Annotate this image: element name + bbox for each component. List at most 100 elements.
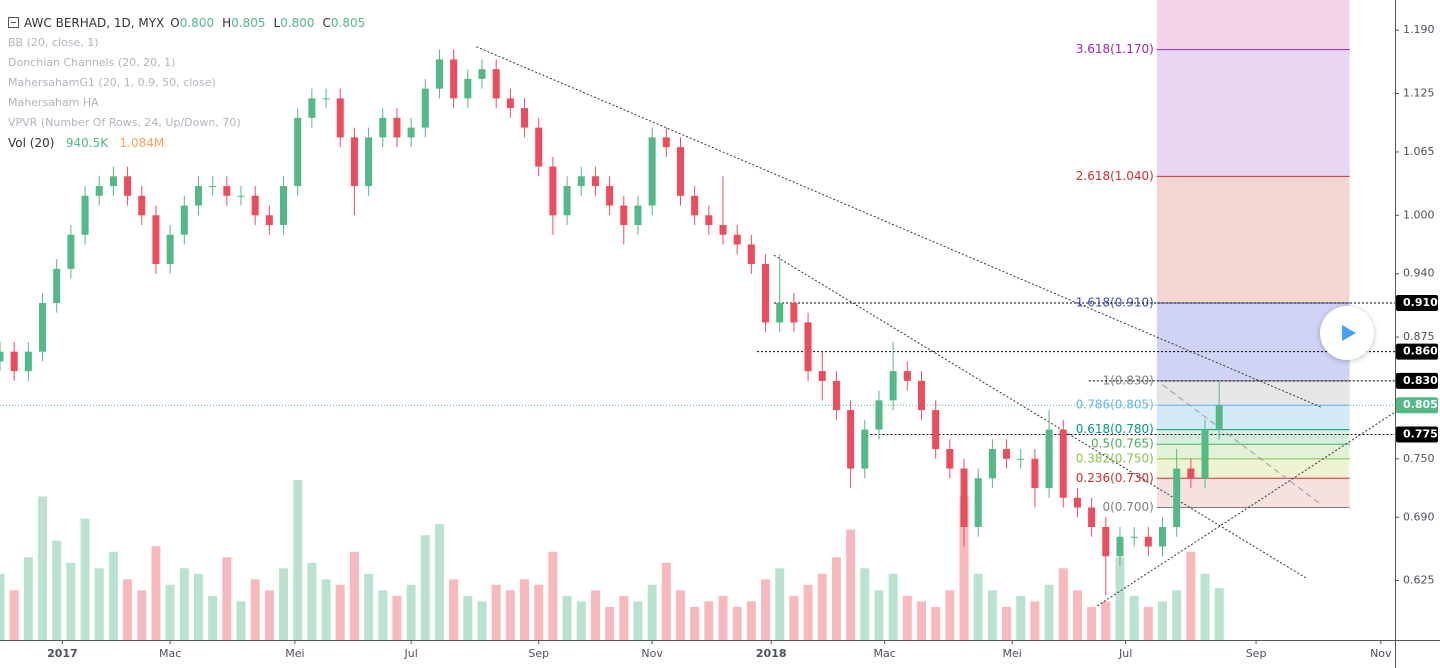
x-tick-label: Nov <box>1370 647 1392 660</box>
candle-body <box>903 371 911 381</box>
time-axis-bg <box>0 640 1440 668</box>
candle-body <box>563 186 571 216</box>
volume-bar <box>463 595 473 640</box>
candle-body <box>1073 497 1081 508</box>
fib-band <box>1156 458 1350 479</box>
candle-body <box>407 127 415 138</box>
volume-bar <box>23 557 33 640</box>
fib-label: 0.236(0.730) <box>1076 471 1154 485</box>
candle-body <box>308 98 316 118</box>
volume-name: Vol (20) <box>8 136 55 150</box>
x-tick-label: Nov <box>641 647 663 660</box>
volume-bar <box>1129 595 1139 640</box>
volume-bar <box>548 551 558 640</box>
candle-body <box>124 176 132 196</box>
candle-body <box>294 117 302 187</box>
volume-bar <box>123 579 133 640</box>
ohlc-key: O <box>170 16 180 30</box>
price-axis-bg <box>1395 0 1440 668</box>
candle-body <box>733 234 741 245</box>
volume-bar <box>1087 606 1097 640</box>
indicator[interactable]: BB (20, close, 1) <box>8 36 99 49</box>
volume-bar <box>945 590 955 640</box>
x-tick-label: 2017 <box>47 647 78 660</box>
fib-band <box>1156 49 1350 177</box>
hline-price-tag: 0.775 <box>1403 427 1438 440</box>
volume-bar <box>1002 606 1012 640</box>
volume-bar <box>1101 601 1111 640</box>
candle-body <box>1017 458 1025 460</box>
candle-body <box>194 186 202 206</box>
y-tick-label: 0.750 <box>1403 452 1435 465</box>
candle-body <box>393 117 401 138</box>
y-tick-label: 0.940 <box>1403 267 1435 280</box>
indicator[interactable]: VPVR (Number Of Rows, 24, Up/Down, 70) <box>8 116 241 129</box>
ohlc-value: 0.800 <box>179 16 215 30</box>
candle-body <box>535 127 543 167</box>
ohlc-value: 0.805 <box>330 16 366 30</box>
ohlc-key: H <box>222 16 232 30</box>
hline-price-tag-bg <box>1396 426 1438 443</box>
candle-body <box>223 186 231 196</box>
volume-bar <box>378 590 388 640</box>
volume-bar <box>1200 573 1210 640</box>
fib-label: 0.382(0.750) <box>1076 451 1154 465</box>
fib-label: 3.618(1.170) <box>1076 42 1154 56</box>
candle-body <box>818 371 826 381</box>
fib-label: 2.618(1.040) <box>1076 169 1154 183</box>
candle-body <box>81 195 89 235</box>
candle-body <box>336 98 344 138</box>
volume-bar <box>1044 584 1054 640</box>
volume-bar <box>520 579 530 640</box>
collapse-icon[interactable] <box>8 17 19 28</box>
candle-body <box>1031 458 1039 489</box>
candle-body <box>280 186 288 226</box>
indicator[interactable]: MahersahamG1 (20, 1, 0.9, 50, close) <box>8 76 216 89</box>
y-tick-label: 0.875 <box>1403 330 1435 343</box>
volume-bar <box>902 595 912 640</box>
hline-price-tag-bg <box>1396 294 1438 311</box>
x-tick-label: Sep <box>1246 647 1267 660</box>
y-tick-label: 1.190 <box>1403 23 1435 36</box>
indicator[interactable]: Mahersaham HA <box>8 96 99 109</box>
volume-bar <box>1158 601 1167 640</box>
ohlc-key: C <box>322 16 331 30</box>
candle-body <box>932 410 940 450</box>
y-tick-label: 0.625 <box>1403 574 1435 587</box>
trend-line <box>1162 384 1322 505</box>
candle-body <box>0 351 4 362</box>
candle-body <box>606 186 614 206</box>
play-button[interactable] <box>1320 306 1374 360</box>
candle-body <box>1059 429 1067 498</box>
volume-bar <box>605 606 615 640</box>
candle-body <box>67 234 75 269</box>
volume-bar <box>222 557 232 640</box>
fib-band <box>1156 405 1350 430</box>
candle-body <box>747 244 755 264</box>
volume-bar <box>931 606 941 640</box>
x-tick-label: Mei <box>1003 647 1022 660</box>
volume-bar <box>151 546 161 640</box>
ohlc-value: 0.805 <box>231 16 266 30</box>
hline-price-tag-bg <box>1396 343 1438 360</box>
candle-body <box>521 108 529 128</box>
volume-bar <box>732 606 742 640</box>
volume-bar <box>803 584 813 640</box>
candle-body <box>1130 536 1138 538</box>
fib-band <box>1156 380 1350 406</box>
volume-bar <box>675 590 685 640</box>
volume-bar <box>1186 551 1196 640</box>
volume-bar <box>789 595 799 640</box>
candle-body <box>95 186 103 196</box>
volume-bar <box>165 584 175 640</box>
fib-label: 0.5(0.765) <box>1091 437 1154 451</box>
y-tick-label: 0.690 <box>1403 510 1435 523</box>
volume-bar <box>874 590 884 640</box>
volume-bar <box>434 524 444 640</box>
indicator[interactable]: Donchian Channels (20, 20, 1) <box>8 56 176 69</box>
volume-bar <box>661 562 671 640</box>
x-tick-label: 2018 <box>756 647 787 660</box>
volume-bar <box>364 573 374 640</box>
volume-bar <box>349 551 359 640</box>
